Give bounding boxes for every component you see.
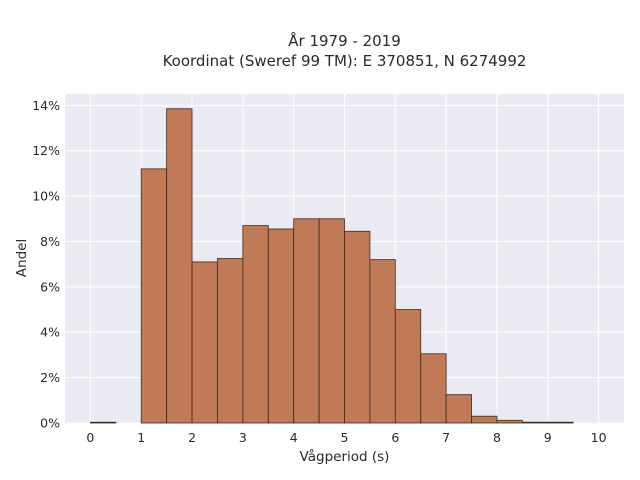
x-tick-labels: 0 1 2 3 4 5 6 7 8 9 10 (86, 430, 606, 445)
y-axis-label: Andel (14, 239, 30, 277)
x-tick-label: 1 (137, 430, 145, 445)
y-tick-label: 8% (40, 234, 60, 249)
x-tick-label: 8 (493, 430, 501, 445)
histogram-bar (471, 415, 498, 424)
y-tick-label: 12% (32, 143, 60, 158)
histogram-bar (318, 218, 345, 424)
x-tick-label: 5 (341, 430, 349, 445)
y-tick-labels: 0% 2% 4% 6% 8% 10% 12% 14% (32, 98, 60, 431)
x-tick-label: 10 (591, 430, 607, 445)
histogram-bar (445, 394, 472, 424)
y-tick-label: 4% (40, 325, 60, 340)
y-tick-label: 10% (32, 189, 60, 204)
x-tick-label: 3 (239, 430, 247, 445)
y-tick-label: 6% (40, 279, 60, 294)
x-tick-label: 2 (188, 430, 196, 445)
histogram-bar (496, 419, 523, 424)
y-tick-label: 0% (40, 416, 60, 431)
histogram-bar (521, 421, 549, 424)
histogram-bar (267, 228, 295, 424)
histogram-bar (369, 259, 396, 424)
x-axis-label: Vågperiod (s) (300, 448, 390, 465)
chart-title-line1: År 1979 - 2019 (288, 31, 401, 50)
x-tick-label: 6 (391, 430, 399, 445)
chart-title-line2: Koordinat (Sweref 99 TM): E 370851, N 62… (163, 52, 527, 70)
histogram-bar (547, 421, 574, 424)
histogram-bar (217, 258, 244, 424)
x-tick-label: 0 (86, 430, 94, 445)
histogram-bar (242, 225, 269, 424)
histogram-bar (140, 168, 168, 424)
x-tick-label: 7 (442, 430, 450, 445)
y-tick-label: 14% (32, 98, 60, 113)
x-tick-label: 4 (290, 430, 298, 445)
y-tick-label: 2% (40, 370, 60, 385)
histogram-bars (90, 108, 574, 424)
histogram-bar (394, 309, 422, 424)
histogram-bar (344, 230, 371, 424)
histogram-bar (191, 261, 218, 424)
histogram-bar (166, 108, 193, 424)
histogram-bar (420, 353, 447, 424)
histogram-bar (293, 218, 320, 424)
x-tick-label: 9 (544, 430, 552, 445)
histogram-bar (90, 421, 117, 424)
